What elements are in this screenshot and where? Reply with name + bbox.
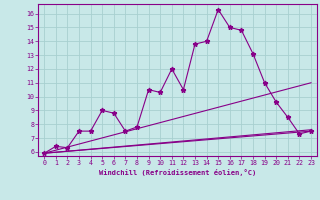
X-axis label: Windchill (Refroidissement éolien,°C): Windchill (Refroidissement éolien,°C)	[99, 169, 256, 176]
